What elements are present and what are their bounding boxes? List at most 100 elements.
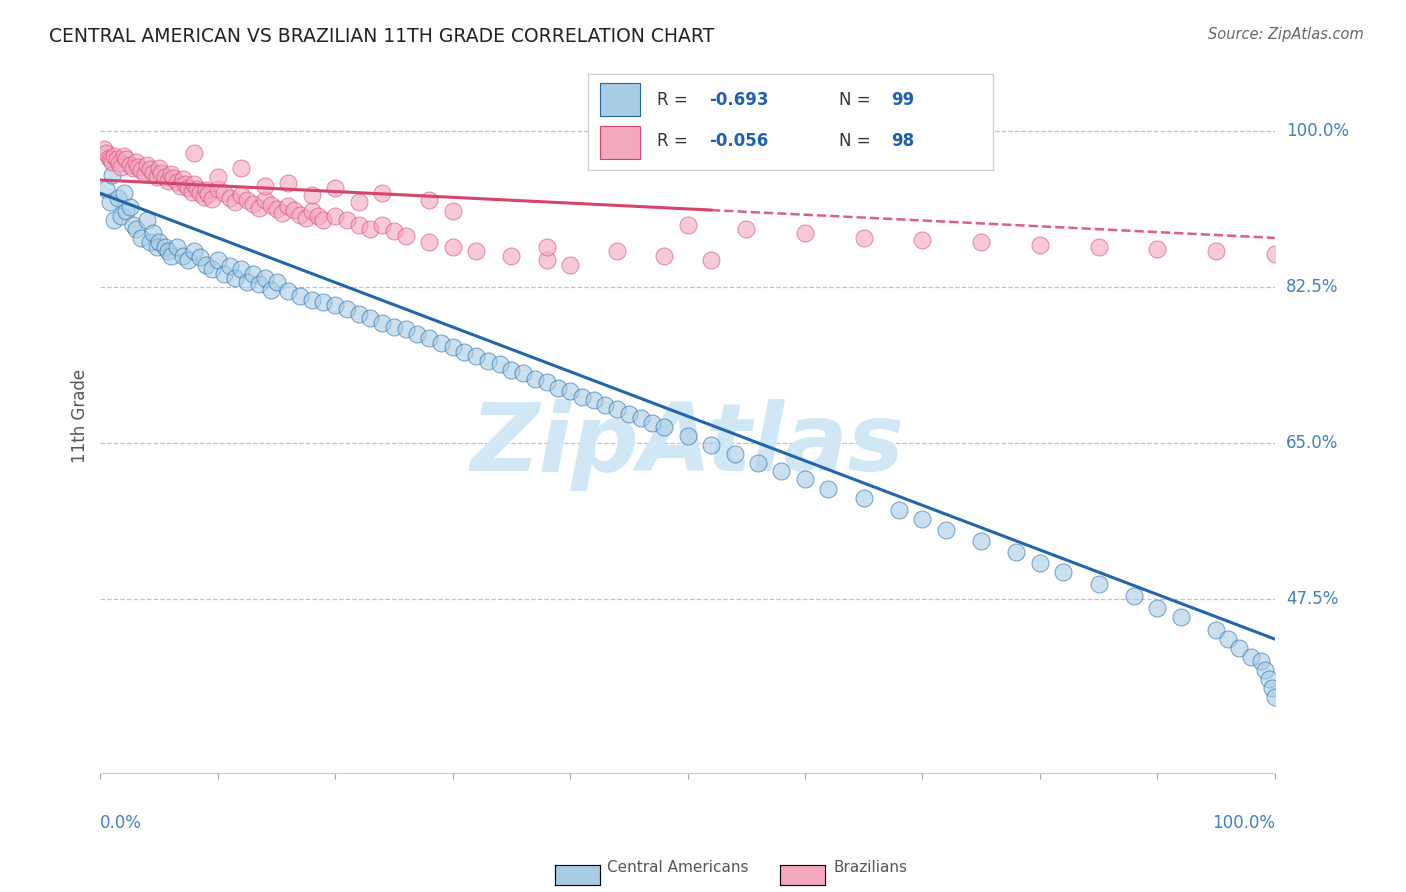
Point	[465, 349, 488, 363]
Point	[277, 199, 299, 213]
Point	[336, 213, 359, 227]
Text: 100.0%: 100.0%	[1212, 814, 1275, 832]
Point	[571, 390, 593, 404]
Point	[1029, 556, 1052, 570]
Point	[193, 190, 215, 204]
Point	[131, 231, 153, 245]
Point	[124, 222, 146, 236]
Point	[231, 161, 253, 176]
Point	[441, 240, 464, 254]
Point	[100, 153, 122, 167]
Point	[911, 511, 934, 525]
Text: CENTRAL AMERICAN VS BRAZILIAN 11TH GRADE CORRELATION CHART: CENTRAL AMERICAN VS BRAZILIAN 11TH GRADE…	[49, 27, 714, 45]
Point	[606, 402, 628, 417]
Point	[501, 249, 523, 263]
Point	[145, 240, 167, 254]
Point	[652, 420, 675, 434]
Point	[1261, 681, 1284, 695]
Point	[536, 240, 558, 254]
Point	[1170, 609, 1192, 624]
Point	[259, 198, 281, 212]
Point	[1216, 632, 1239, 646]
Point	[312, 213, 335, 227]
Point	[153, 240, 176, 254]
Point	[122, 161, 145, 176]
Point	[323, 181, 346, 195]
Point	[1052, 565, 1074, 579]
Point	[150, 166, 173, 180]
Point	[1205, 623, 1227, 637]
Point	[207, 170, 229, 185]
Point	[453, 345, 475, 359]
Point	[558, 258, 581, 272]
Point	[195, 258, 218, 272]
Point	[112, 149, 135, 163]
Point	[242, 267, 264, 281]
Point	[224, 195, 246, 210]
Point	[430, 336, 453, 351]
Point	[323, 298, 346, 312]
Point	[347, 307, 370, 321]
Point	[271, 206, 294, 220]
Point	[1254, 663, 1277, 677]
Point	[347, 218, 370, 232]
Point	[418, 235, 440, 250]
Point	[115, 153, 138, 167]
Point	[312, 295, 335, 310]
Point	[1087, 576, 1109, 591]
Point	[1005, 544, 1028, 558]
Point	[96, 182, 118, 196]
Point	[231, 188, 253, 202]
Point	[186, 182, 208, 196]
Point	[1146, 600, 1168, 615]
Point	[887, 502, 910, 516]
Point	[247, 201, 270, 215]
Point	[283, 203, 305, 218]
Point	[166, 240, 188, 254]
Point	[218, 191, 240, 205]
Point	[336, 302, 359, 317]
Point	[253, 194, 276, 208]
Point	[630, 411, 652, 425]
Text: 100.0%: 100.0%	[1286, 122, 1348, 140]
Point	[371, 316, 394, 330]
Point	[582, 393, 605, 408]
Point	[536, 376, 558, 390]
Point	[501, 363, 523, 377]
Point	[295, 211, 318, 226]
Point	[277, 176, 299, 190]
Point	[1229, 640, 1251, 655]
Point	[207, 182, 229, 196]
Point	[970, 533, 993, 548]
Point	[441, 340, 464, 354]
Point	[103, 149, 125, 163]
Point	[188, 186, 211, 201]
Point	[301, 188, 323, 202]
Point	[107, 191, 129, 205]
Point	[700, 438, 723, 452]
Point	[747, 456, 769, 470]
Point	[183, 244, 205, 259]
Point	[1240, 649, 1263, 664]
Point	[382, 224, 405, 238]
Point	[277, 285, 299, 299]
Point	[110, 160, 132, 174]
Point	[212, 267, 235, 281]
Text: 82.5%: 82.5%	[1286, 278, 1339, 296]
Point	[112, 186, 135, 201]
Point	[157, 244, 180, 259]
Point	[418, 331, 440, 345]
Point	[301, 293, 323, 308]
Point	[136, 213, 159, 227]
Point	[266, 202, 288, 217]
Point	[145, 170, 167, 185]
Point	[183, 146, 205, 161]
Point	[770, 465, 793, 479]
Point	[970, 235, 993, 250]
Text: ZipAtlas: ZipAtlas	[471, 399, 904, 491]
Point	[159, 249, 181, 263]
Text: Brazilians: Brazilians	[834, 861, 908, 875]
Point	[183, 178, 205, 192]
Point	[1264, 690, 1286, 704]
Point	[1146, 242, 1168, 256]
